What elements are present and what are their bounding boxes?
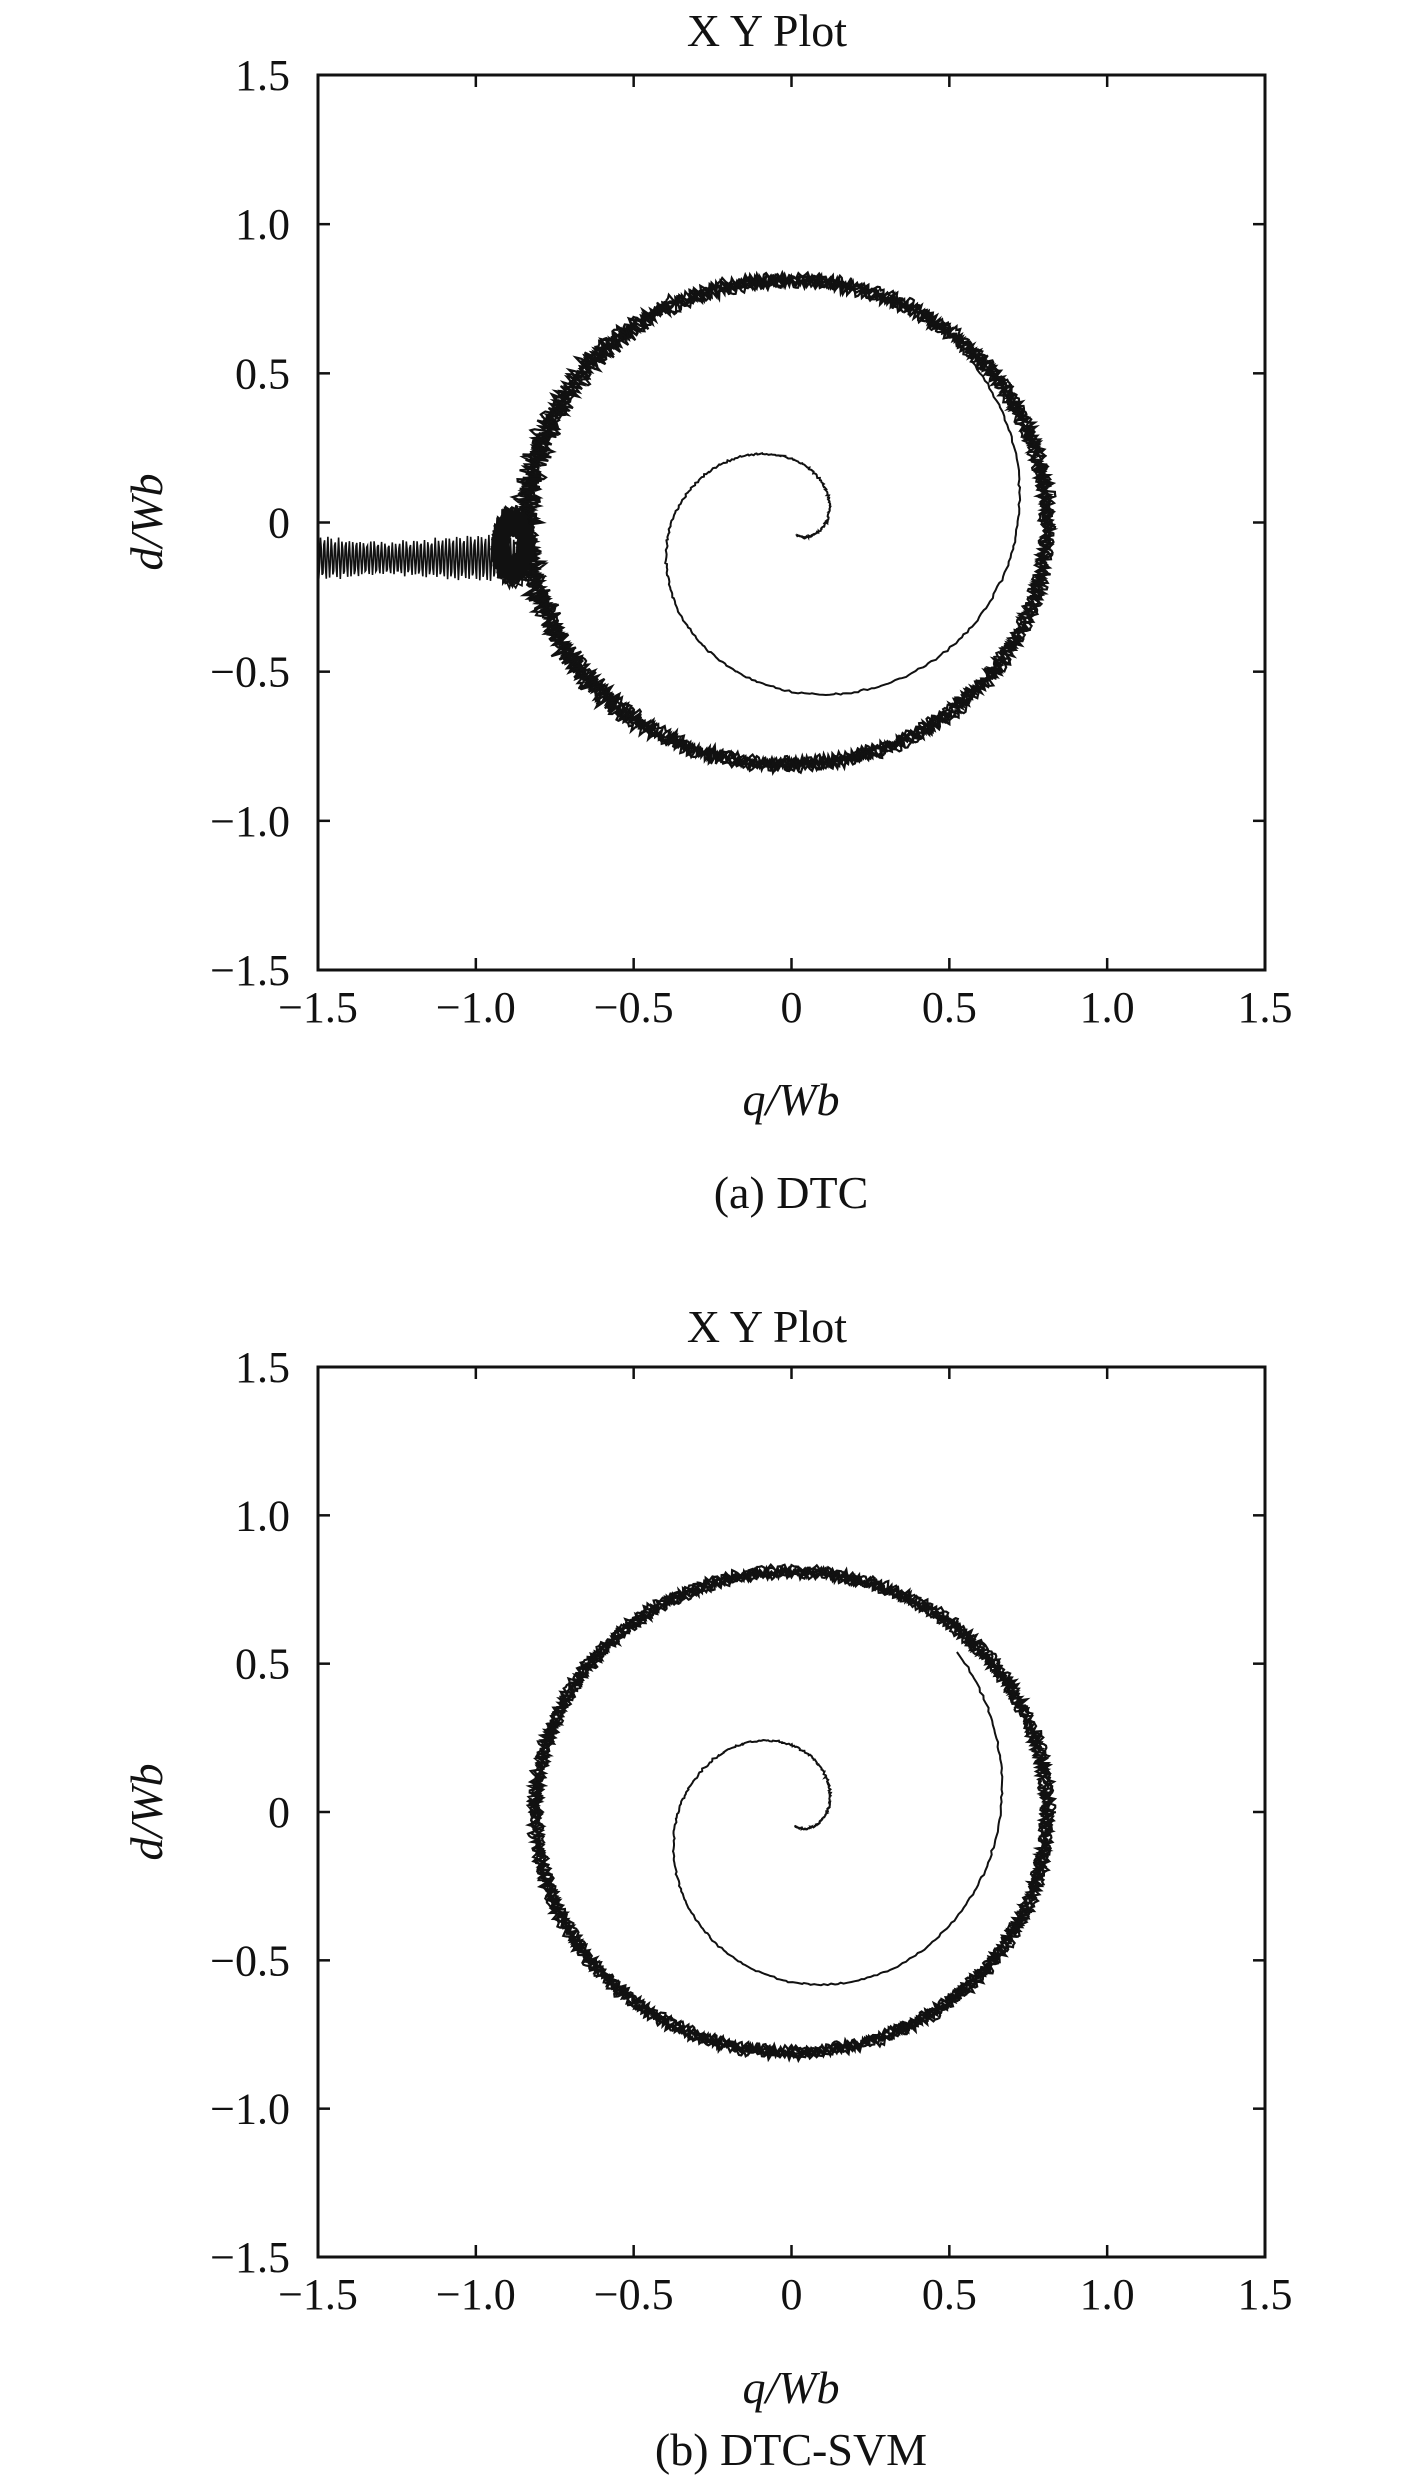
x-tick-label: 0 [781, 983, 803, 1032]
x-tick-label: −1.0 [436, 983, 516, 1032]
plot-frame [316, 1365, 1267, 2259]
x-axis-label: q/Wb [742, 2362, 839, 2413]
plot-frame [316, 73, 1267, 972]
x-tick-group: −1.5 −1.0 −0.5 0 0.5 1.0 1.5 [278, 1367, 1293, 2319]
x-tick-label: −1.5 [278, 983, 358, 1032]
flux-circle-trace [533, 1568, 1050, 2056]
x-tick-label: −1.0 [436, 2270, 516, 2319]
y-tick-group: 1.5 1.0 0.5 0 −0.5 −1.0 −1.5 [210, 1343, 1265, 2282]
flux-circle-trace [527, 1565, 1056, 2060]
trajectory-group [317, 269, 1059, 776]
chart-svg-dtc-svm: X Y Plot 1.5 1.0 0.5 0 −0.5 −1.0 −1.5 −1.5 −1.0… [121, 1301, 1293, 2475]
y-tick-label: 0 [268, 499, 290, 548]
startup-spiral-trace [671, 1651, 1004, 1987]
y-tick-label: 1.0 [235, 200, 290, 249]
flux-circle-trace [525, 1563, 1058, 2064]
chart-title: X Y Plot [687, 1301, 847, 1352]
chart-caption: (b) DTC-SVM [655, 2424, 927, 2475]
y-tick-label: 1.5 [235, 1343, 290, 1392]
y-tick-label: 1.5 [235, 51, 290, 100]
x-tick-label: −0.5 [594, 2270, 674, 2319]
x-tick-label: −0.5 [594, 983, 674, 1032]
flux-circle-trace [530, 1567, 1053, 2058]
x-tick-label: 1.5 [1238, 983, 1293, 1032]
y-tick-label: 0 [268, 1788, 290, 1837]
transition-cluster-trace [490, 504, 538, 591]
y-tick-label: −0.5 [210, 648, 290, 697]
x-tick-label: 0 [781, 2270, 803, 2319]
y-axis-label: d/Wb [121, 1763, 172, 1860]
y-tick-label: −1.0 [210, 2085, 290, 2134]
x-tick-group: −1.5 −1.0 −0.5 0 0.5 1.0 1.5 [278, 75, 1293, 1032]
y-tick-label: −1.0 [210, 797, 290, 846]
trajectory-group [525, 1563, 1058, 2064]
y-tick-label: 0.5 [235, 349, 290, 398]
x-tick-label: 1.0 [1080, 983, 1135, 1032]
y-tick-label: 0.5 [235, 1640, 290, 1689]
x-tick-label: −1.5 [278, 2270, 358, 2319]
x-tick-label: 1.0 [1080, 2270, 1135, 2319]
startup-spiral-trace [664, 361, 1022, 697]
chart-panel-dtc: X Y Plot 1.5 1.0 0.5 0 −0.5 −1.0 −1.5 −1.5 −1.0… [0, 0, 1417, 1240]
x-tick-label: 0.5 [922, 2270, 977, 2319]
y-tick-label: −0.5 [210, 1936, 290, 1985]
chart-title: X Y Plot [687, 5, 847, 56]
chart-panel-dtc-svm: X Y Plot 1.5 1.0 0.5 0 −0.5 −1.0 −1.5 −1.5 −1.0… [0, 1240, 1417, 2489]
y-tick-label: 1.0 [235, 1491, 290, 1540]
x-axis-label: q/Wb [742, 1074, 839, 1125]
x-tick-label: 0.5 [922, 983, 977, 1032]
chart-svg-dtc: X Y Plot 1.5 1.0 0.5 0 −0.5 −1.0 −1.5 −1.5 −1.0… [121, 5, 1293, 1218]
x-tick-label: 1.5 [1238, 2270, 1293, 2319]
y-tick-group: 1.5 1.0 0.5 0 −0.5 −1.0 −1.5 [210, 51, 1265, 995]
y-tick-label: −1.5 [210, 946, 290, 995]
y-axis-label: d/Wb [121, 473, 172, 570]
chart-caption: (a) DTC [714, 1167, 869, 1218]
y-tick-label: −1.5 [210, 2233, 290, 2282]
